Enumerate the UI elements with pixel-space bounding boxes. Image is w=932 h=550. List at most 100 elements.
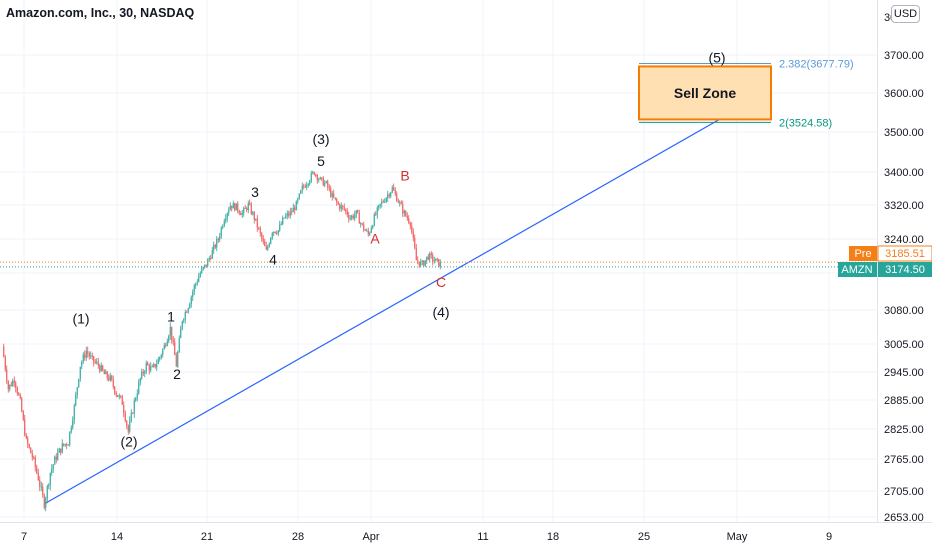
candle-down <box>102 365 104 371</box>
candle-up <box>372 225 374 229</box>
candle-up <box>207 259 209 267</box>
wave-label: (5) <box>708 50 725 66</box>
candle-down <box>3 346 5 357</box>
candle-down <box>244 207 246 209</box>
candle-down <box>7 381 9 390</box>
time-tick-label: 25 <box>638 531 650 543</box>
candle-up <box>373 214 375 226</box>
candle-up <box>235 203 237 211</box>
candle-down <box>315 174 317 176</box>
candle-up <box>72 419 74 428</box>
symbol-title: Amazon.com, Inc., 30, NASDAQ <box>6 6 195 20</box>
candle-up <box>153 364 155 367</box>
price-axis-ticks: 3700.00 3600.00 3500.00 3400.00 3320.00 3240.… <box>884 50 924 524</box>
candle-up <box>424 260 426 266</box>
candle-down <box>328 187 330 189</box>
price-tick-label: 2765.00 <box>884 454 924 466</box>
candle-up <box>297 198 299 202</box>
candle-up <box>192 291 194 297</box>
candle-up <box>381 201 383 204</box>
candle-up <box>208 258 210 260</box>
candle-down <box>330 188 332 197</box>
candle-down <box>99 365 101 372</box>
candle-down <box>16 388 18 394</box>
candle-down <box>427 256 429 260</box>
candle-up <box>57 452 59 460</box>
candle-down <box>148 365 150 371</box>
candle-down <box>337 202 339 205</box>
candle-up <box>133 400 135 414</box>
candle-up <box>177 352 179 367</box>
candle-up <box>73 405 75 420</box>
wave-label: 1 <box>167 308 175 324</box>
candle-up <box>271 233 273 238</box>
price-tick-label: 3500.00 <box>884 127 924 139</box>
candle-up <box>96 361 98 363</box>
candle-up <box>211 250 213 259</box>
price-tick-label: 3320.00 <box>884 200 924 212</box>
candle-up <box>100 365 102 372</box>
candle-down <box>142 371 144 374</box>
candle-down <box>4 356 6 370</box>
candle-up <box>385 197 387 202</box>
candle-down <box>36 467 38 473</box>
candle-up <box>178 338 180 353</box>
candle-down <box>237 203 239 211</box>
currency-button[interactable]: USD <box>891 5 920 23</box>
candle-up <box>159 357 161 360</box>
candle-down <box>405 211 407 216</box>
candle-down <box>345 209 347 211</box>
candle-up <box>64 444 66 446</box>
candle-down <box>333 193 335 198</box>
time-tick-label: Apr <box>362 531 379 543</box>
candle-down <box>348 215 350 219</box>
candle-down <box>406 215 408 219</box>
candle-up <box>181 321 183 329</box>
candle-up <box>279 224 281 231</box>
fib-upper-label: 2.382(3677.79) <box>779 58 854 70</box>
time-tick-label: 11 <box>477 531 488 543</box>
candle-down <box>283 217 285 219</box>
candle-up <box>312 172 314 174</box>
candle-up <box>219 236 221 240</box>
candle-up <box>307 183 309 186</box>
trendline <box>44 96 760 505</box>
candle-down <box>414 237 416 249</box>
candle-down <box>124 412 126 422</box>
candle-down <box>22 411 24 420</box>
candle-up <box>306 185 308 188</box>
amzn-badge-value: 3174.50 <box>885 264 925 276</box>
candle-up <box>189 303 191 309</box>
sell-zone-layer: Sell Zone 2.382(3677.79) 2(3524.58) <box>638 58 854 129</box>
candle-down <box>259 228 261 234</box>
candle-down <box>375 214 377 216</box>
wave-label: 4 <box>269 252 277 268</box>
time-tick-label: May <box>727 531 748 543</box>
time-tick-label: 14 <box>111 531 123 543</box>
candle-down <box>121 396 123 405</box>
candle-down <box>250 204 252 214</box>
candle-down <box>411 225 413 232</box>
candle-up <box>156 363 158 368</box>
candle-up <box>376 207 378 215</box>
candle-down <box>409 222 411 226</box>
candle-down <box>127 425 129 432</box>
candle-down <box>172 339 174 343</box>
candle-down <box>303 185 305 187</box>
candle-down <box>18 393 20 396</box>
candle-down <box>63 443 65 446</box>
wave-label: (3) <box>312 131 329 147</box>
candle-up <box>81 362 83 367</box>
candle-down <box>28 444 30 448</box>
candle-down <box>343 206 345 210</box>
candle-up <box>292 207 294 213</box>
candle-down <box>400 202 402 205</box>
time-tick-label: 28 <box>292 531 304 543</box>
candle-down <box>151 366 153 368</box>
candle-down <box>234 203 236 211</box>
candle-down <box>316 174 318 180</box>
fib-lower-label: 2(3524.58) <box>779 117 832 129</box>
candle-up <box>70 427 72 432</box>
candle-up <box>82 354 84 363</box>
